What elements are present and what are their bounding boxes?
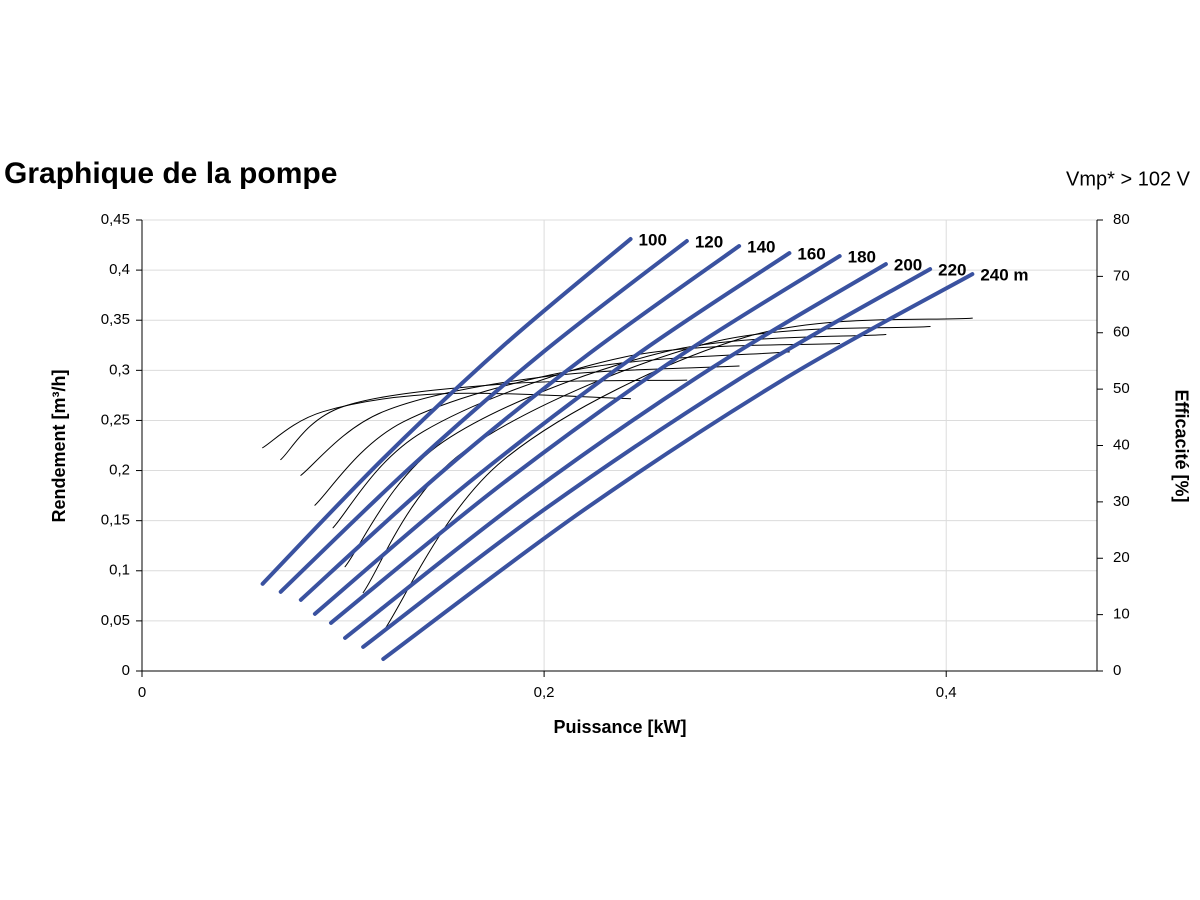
chart-subtitle: Vmp* > 102 V <box>1066 168 1191 190</box>
series-label: 220 <box>938 261 966 280</box>
y-tick-label: 0,05 <box>101 612 130 629</box>
series-label: 200 <box>894 256 922 275</box>
series-label: 120 <box>695 233 723 252</box>
y-axis-label: Rendement [m³/h] <box>49 370 69 523</box>
y-tick-label: 0,3 <box>109 361 130 378</box>
y2-tick-label: 60 <box>1113 324 1130 341</box>
series-label: 100 <box>639 231 667 250</box>
y2-axis-label: Efficacité [%] <box>1171 389 1191 502</box>
x-tick-label: 0,2 <box>534 684 555 701</box>
y2-tick-label: 20 <box>1113 549 1130 566</box>
x-axis-label: Puissance [kW] <box>553 717 686 737</box>
efficiency-line <box>332 342 841 529</box>
y2-tick-label: 10 <box>1113 606 1130 623</box>
x-tick-label: 0,4 <box>936 684 957 701</box>
flow-line <box>312 251 792 616</box>
series-label: 140 <box>747 238 775 257</box>
flow-line <box>381 272 975 661</box>
y-tick-label: 0,25 <box>101 411 130 428</box>
y2-tick-label: 80 <box>1113 211 1130 228</box>
flow-line <box>361 267 933 649</box>
series-label: 240 m <box>980 266 1028 285</box>
y2-tick-label: 40 <box>1113 436 1130 453</box>
chart-title: Graphique de la pompe <box>4 157 337 190</box>
series-label: 160 <box>797 245 825 264</box>
y-tick-label: 0 <box>122 662 130 679</box>
efficiency-line <box>314 351 790 506</box>
y-tick-label: 0,15 <box>101 512 130 529</box>
flow-line <box>260 237 633 586</box>
y-tick-label: 0,45 <box>101 211 130 228</box>
y-tick-label: 0,35 <box>101 311 130 328</box>
flow-line <box>328 254 842 625</box>
y-tick-label: 0,2 <box>109 462 130 479</box>
series-label: 180 <box>848 248 876 267</box>
flow-line <box>298 244 742 602</box>
y2-tick-label: 30 <box>1113 493 1130 510</box>
flow-line <box>278 239 689 594</box>
y-tick-label: 0,4 <box>109 261 130 278</box>
efficiency-line <box>280 379 688 461</box>
efficiency-line <box>344 333 887 568</box>
efficiency-line <box>362 326 931 594</box>
efficiency-line <box>262 392 632 449</box>
y2-tick-label: 70 <box>1113 267 1130 284</box>
y-tick-label: 0,1 <box>109 562 130 579</box>
y2-tick-label: 50 <box>1113 380 1130 397</box>
efficiency-line <box>382 317 973 633</box>
x-tick-label: 0 <box>138 684 146 701</box>
flow-line <box>343 262 888 640</box>
y2-tick-label: 0 <box>1113 662 1121 679</box>
